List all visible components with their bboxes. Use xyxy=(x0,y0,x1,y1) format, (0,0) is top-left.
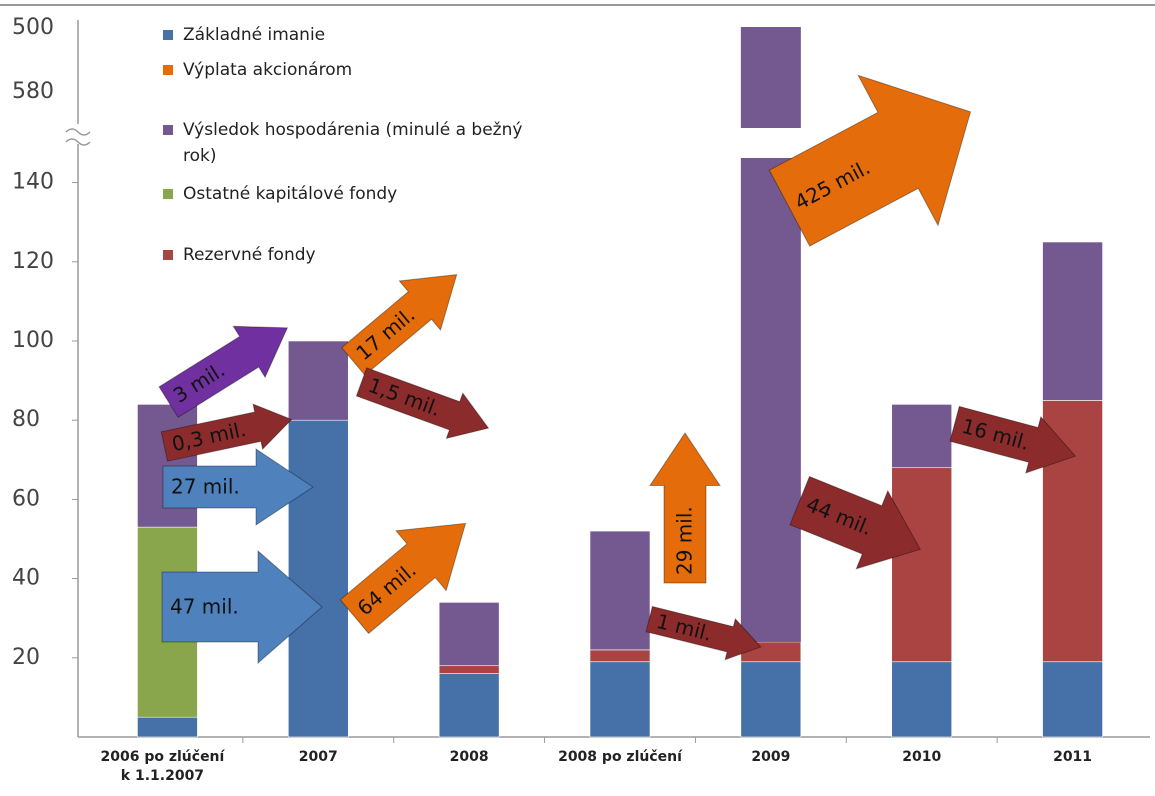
bar-segment xyxy=(287,340,349,421)
legend-marker xyxy=(163,250,173,260)
y-tick-label: 40 xyxy=(12,566,40,591)
x-tick-label: 2011 xyxy=(1053,749,1093,765)
y-tick-label: 120 xyxy=(12,249,54,274)
arrow-shape xyxy=(341,274,458,376)
legend-item: Výplata akcionárom xyxy=(163,57,533,83)
annotation-label: 27 mil. xyxy=(171,475,240,499)
legend-label: Výplata akcionárom xyxy=(183,60,353,80)
y-tick-label: 60 xyxy=(12,486,40,511)
axis-break xyxy=(65,128,91,146)
legend-label: Výsledok hospodárenia (minulé a bežný ro… xyxy=(183,120,523,166)
arrow-shape xyxy=(949,405,1077,474)
bar-segment xyxy=(589,661,651,738)
y-tick-label: 140 xyxy=(12,170,54,195)
annotation-arrow: 1,5 mil. xyxy=(355,367,490,440)
bar-segment xyxy=(589,530,651,651)
y-tick-label: 20 xyxy=(12,645,40,670)
x-tick-label: 2010 xyxy=(902,749,942,765)
x-tick-label: 2007 xyxy=(298,749,338,765)
arrow-shape xyxy=(339,522,467,635)
bar-segment xyxy=(740,158,801,642)
arrow-shape xyxy=(355,367,490,440)
x-tick-label: 2008 po zlúčení xyxy=(558,749,682,765)
x-tick-label: 2008 xyxy=(449,749,489,765)
axis-break-label: 580 xyxy=(12,79,54,104)
legend-marker xyxy=(163,189,173,199)
legend-item: Základné imanie xyxy=(163,22,533,48)
bar-segment xyxy=(740,661,802,738)
y-tick-label: 80 xyxy=(12,407,40,432)
axis-break-label: 500 xyxy=(12,15,54,40)
annotation-arrow: 47 mil. xyxy=(161,549,323,665)
legend-item: Ostatné kapitálové fondy xyxy=(163,181,533,207)
bar-segment xyxy=(438,602,500,667)
annotation-arrow: 27 mil. xyxy=(162,448,314,526)
arrow-shape xyxy=(160,403,293,462)
annotation-arrow: 3 mil. xyxy=(158,325,289,419)
annotation-label: 29 mil. xyxy=(673,506,697,575)
arrow-shape xyxy=(649,432,721,584)
bar-segment xyxy=(1042,241,1103,401)
annotation-label: 47 mil. xyxy=(170,595,239,619)
arrow-shape xyxy=(789,475,922,570)
annotation-arrow: 17 mil. xyxy=(341,274,458,376)
legend-marker xyxy=(163,65,173,75)
bar-segment xyxy=(287,419,349,738)
legend-label: Základné imanie xyxy=(183,25,326,45)
y-tick-label: 100 xyxy=(12,328,54,353)
bar-segment xyxy=(438,665,500,674)
bar-segment xyxy=(891,467,953,663)
annotation-arrow: 29 mil. xyxy=(649,432,721,584)
arrow-shape xyxy=(768,74,972,247)
bar-segment xyxy=(589,649,651,663)
legend-marker xyxy=(163,30,173,40)
legend-label: Rezervné fondy xyxy=(183,245,316,265)
bar-segment xyxy=(891,404,953,469)
annotation-arrow: 44 mil. xyxy=(789,475,922,570)
legend-marker xyxy=(163,125,173,135)
bar-segment xyxy=(1042,661,1103,738)
x-tick-label: 2009 xyxy=(751,749,791,765)
legend-label: Ostatné kapitálové fondy xyxy=(183,184,398,204)
bar-segment xyxy=(438,673,500,738)
legend-item: Výsledok hospodárenia (minulé a bežný ro… xyxy=(163,117,533,169)
annotation-arrow: 425 mil. xyxy=(768,74,972,247)
legend-item: Rezervné fondy xyxy=(163,242,533,268)
bar-segment xyxy=(137,716,198,738)
arrow-shape xyxy=(162,448,314,526)
bar-segment-break xyxy=(740,27,801,128)
bar-segment xyxy=(891,661,953,738)
x-tick-label: 2006 po zlúčení k 1.1.2007 xyxy=(100,749,225,784)
arrow-shape xyxy=(158,325,289,419)
arrow-shape xyxy=(645,605,762,661)
arrow-shape xyxy=(161,549,323,665)
